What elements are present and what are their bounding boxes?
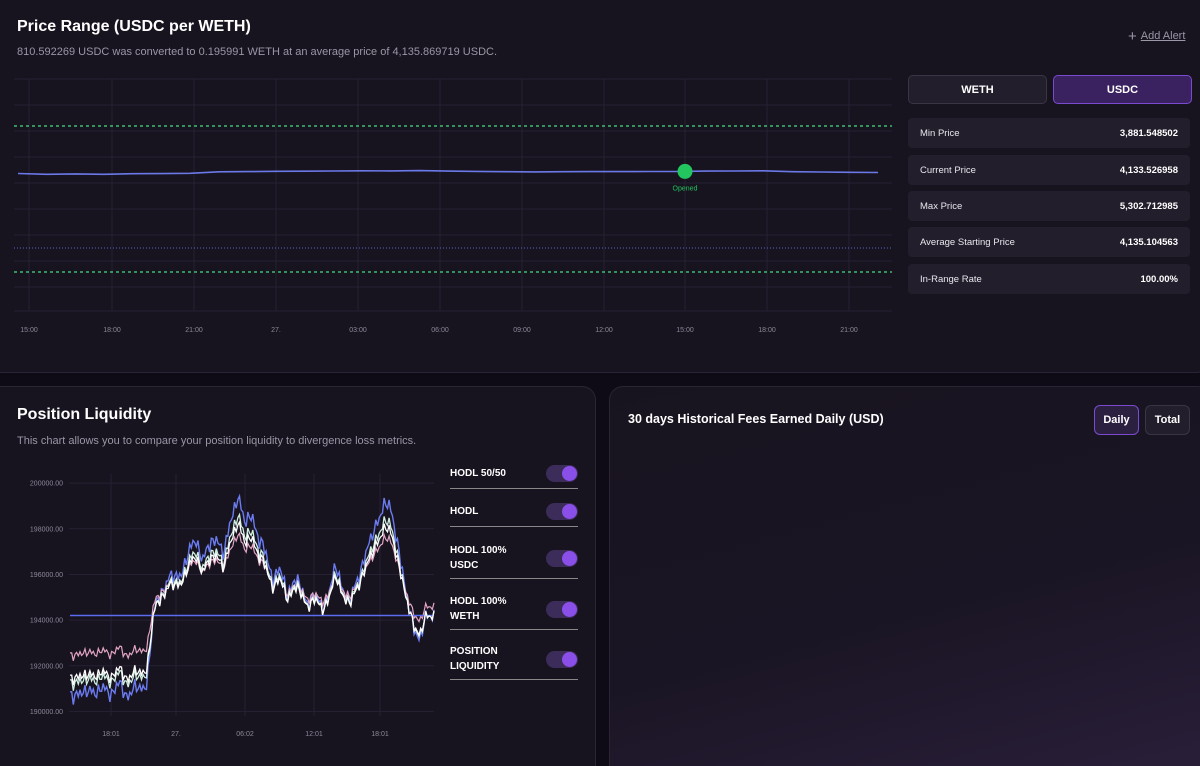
y-tick-label: 196000.00 bbox=[30, 572, 63, 579]
historical-fees-card bbox=[609, 386, 1200, 766]
legend-label: HODL 100% USDC bbox=[450, 545, 507, 571]
toggle-hodl[interactable] bbox=[546, 503, 578, 520]
position-liquidity-chart[interactable]: 200000.00 198000.00 196000.00 194000.00 1920… bbox=[14, 466, 444, 746]
x-tick-label: 12:01 bbox=[305, 731, 323, 738]
price-chart-opened-marker: Opened bbox=[673, 163, 698, 192]
x-tick-label: 21:00 bbox=[185, 327, 203, 334]
stat-in-range-rate: In-Range Rate 100.00% bbox=[908, 264, 1190, 294]
historical-fees-title: 30 days Historical Fees Earned Daily (US… bbox=[628, 412, 884, 426]
legend-hodl-100-usdc: HODL 100% USDC bbox=[450, 538, 578, 579]
liquidity-chart-y-axis: 200000.00 198000.00 196000.00 194000.00 1920… bbox=[30, 481, 63, 716]
x-tick-label: 15:00 bbox=[20, 327, 38, 334]
stat-value: 5,302.712985 bbox=[1119, 200, 1178, 212]
stat-value: 4,135.104563 bbox=[1119, 236, 1178, 248]
price-series-line bbox=[17, 169, 879, 176]
toggle-hodl-100-usdc[interactable] bbox=[546, 549, 578, 567]
price-chart-reference-lines bbox=[14, 125, 892, 273]
y-tick-label: 192000.00 bbox=[30, 663, 63, 670]
add-alert-label: Add Alert bbox=[1140, 30, 1186, 42]
series-hodl bbox=[70, 512, 435, 691]
toggle-hodl-5050[interactable] bbox=[546, 465, 578, 482]
stat-value: 100.00% bbox=[1140, 273, 1178, 285]
total-toggle-button[interactable]: Total bbox=[1145, 405, 1190, 435]
x-tick-label: 12:00 bbox=[595, 327, 613, 334]
opened-label: Opened bbox=[673, 185, 698, 192]
stat-label: Current Price bbox=[920, 164, 976, 176]
y-tick-label: 190000.00 bbox=[30, 709, 63, 716]
stat-min-price: Min Price 3,881.548502 bbox=[908, 118, 1190, 148]
usdc-toggle-button[interactable]: USDC bbox=[1053, 75, 1192, 104]
liquidity-chart-x-axis: 18:01 27. 06:02 12:01 18:01 bbox=[102, 731, 389, 738]
x-tick-label: 21:00 bbox=[840, 327, 858, 334]
x-tick-label: 27. bbox=[271, 327, 281, 334]
y-tick-label: 198000.00 bbox=[30, 526, 63, 533]
price-chart-x-axis: 15:00 18:00 21:00 27. 03:00 06:00 09:00 12:00 15… bbox=[20, 327, 858, 334]
legend-hodl-5050: HODL 50/50 bbox=[450, 459, 578, 489]
price-range-chart[interactable]: Opened 15:00 18:00 21:00 27. 03:00 06:00 09:00… bbox=[14, 75, 894, 345]
legend-label: POSITION LIQUIDITY bbox=[450, 646, 500, 672]
x-tick-label: 15:00 bbox=[676, 327, 694, 334]
stat-label: Average Starting Price bbox=[920, 236, 1015, 248]
price-chart-grid bbox=[14, 78, 892, 312]
x-tick-label: 18:01 bbox=[102, 731, 120, 738]
price-range-title: Price Range (USDC per WETH) bbox=[17, 18, 251, 35]
plus-icon: + bbox=[1128, 27, 1137, 45]
x-tick-label: 18:00 bbox=[758, 327, 776, 334]
x-tick-label: 09:00 bbox=[513, 327, 531, 334]
series-hodl-5050 bbox=[70, 532, 435, 661]
x-tick-label: 18:00 bbox=[103, 327, 121, 334]
position-liquidity-title: Position Liquidity bbox=[17, 406, 152, 423]
opened-marker[interactable] bbox=[677, 163, 693, 179]
liquidity-chart-series bbox=[70, 493, 435, 705]
x-tick-label: 18:01 bbox=[371, 731, 389, 738]
price-chart-series bbox=[17, 169, 879, 176]
stat-value: 4,133.526958 bbox=[1119, 164, 1178, 176]
stat-average-starting-price: Average Starting Price 4,135.104563 bbox=[908, 227, 1190, 257]
price-range-subtitle: 810.592269 USDC was converted to 0.19599… bbox=[17, 46, 498, 58]
stat-label: In-Range Rate bbox=[920, 273, 982, 285]
daily-toggle-button[interactable]: Daily bbox=[1094, 405, 1139, 435]
series-position-liquidity bbox=[70, 520, 435, 686]
x-tick-label: 06:00 bbox=[431, 327, 449, 334]
stat-label: Min Price bbox=[920, 127, 960, 139]
toggle-hodl-100-weth[interactable] bbox=[546, 600, 578, 618]
legend-hodl-100-weth: HODL 100% WETH bbox=[450, 589, 578, 630]
legend-position-liquidity: POSITION LIQUIDITY bbox=[450, 639, 578, 680]
toggle-position-liquidity[interactable] bbox=[546, 650, 578, 668]
stat-value: 3,881.548502 bbox=[1119, 127, 1178, 139]
legend-label: HODL 50/50 bbox=[450, 468, 506, 479]
position-liquidity-subtitle: This chart allows you to compare your po… bbox=[17, 435, 417, 447]
weth-toggle-button[interactable]: WETH bbox=[908, 75, 1047, 104]
x-tick-label: 27. bbox=[171, 731, 181, 738]
stat-current-price: Current Price 4,133.526958 bbox=[908, 155, 1190, 185]
x-tick-label: 03:00 bbox=[349, 327, 367, 334]
y-tick-label: 194000.00 bbox=[30, 618, 63, 625]
legend-label: HODL bbox=[450, 506, 479, 517]
legend-hodl: HODL bbox=[450, 497, 578, 527]
legend-label: HODL 100% WETH bbox=[450, 596, 507, 622]
x-tick-label: 06:02 bbox=[236, 731, 254, 738]
stat-label: Max Price bbox=[920, 200, 963, 212]
add-alert-button[interactable]: + Add Alert bbox=[1128, 27, 1186, 45]
y-tick-label: 200000.00 bbox=[30, 481, 63, 488]
stat-max-price: Max Price 5,302.712985 bbox=[908, 191, 1190, 221]
series-hodl-100-weth bbox=[70, 493, 435, 705]
